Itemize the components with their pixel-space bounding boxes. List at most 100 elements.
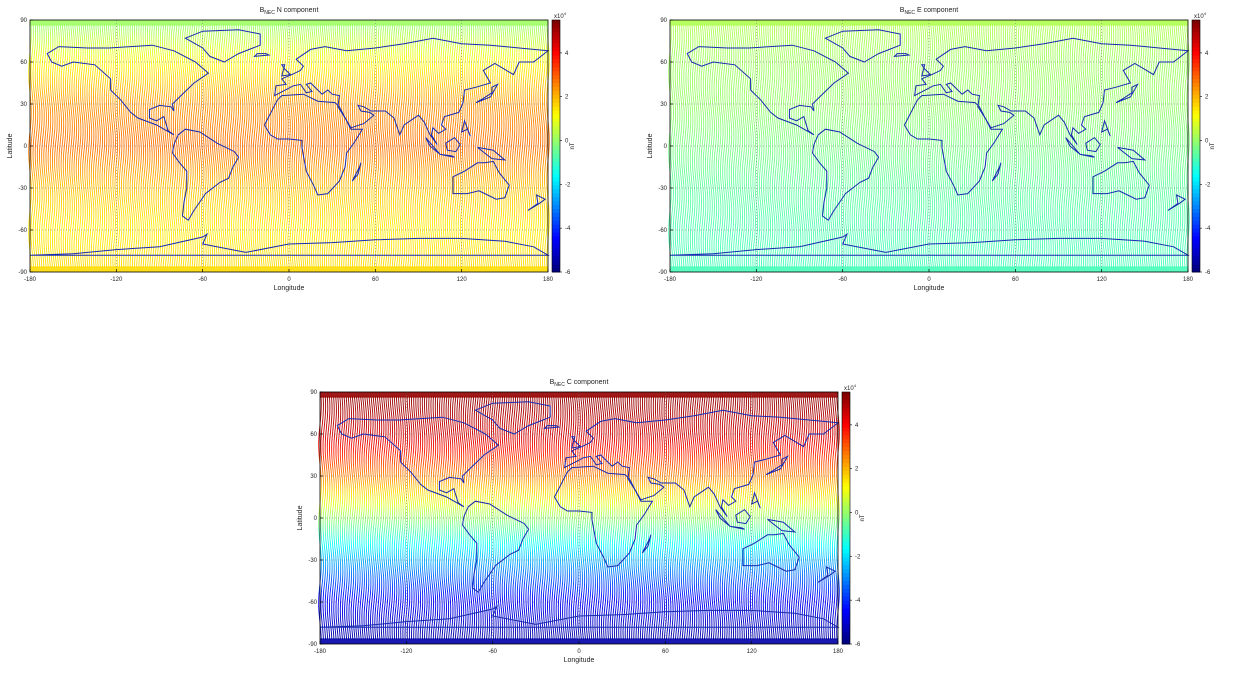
- orbit-track: [52, 24, 56, 268]
- orbit-track: [475, 396, 480, 640]
- orbit-track: [241, 24, 246, 268]
- orbit-track: [356, 24, 360, 268]
- orbit-track: [1091, 24, 1095, 268]
- orbit-track: [616, 396, 620, 640]
- orbit-track: [1024, 24, 1028, 268]
- orbit-track: [213, 24, 218, 268]
- orbit-track: [237, 24, 242, 268]
- orbit-track: [220, 24, 224, 268]
- orbit-track: [695, 396, 700, 640]
- coastline: [811, 128, 880, 221]
- orbit-track: [1054, 24, 1059, 268]
- colorbar-unit-label: nT: [570, 142, 576, 149]
- orbit-track: [799, 396, 804, 640]
- orbit-track: [265, 24, 270, 268]
- orbit-track: [607, 396, 611, 640]
- orbit-track: [168, 24, 173, 268]
- orbit-track: [704, 396, 709, 640]
- x-tick-label: -120: [400, 649, 413, 655]
- orbit-track: [948, 24, 953, 268]
- orbit-track: [140, 24, 144, 268]
- orbit-track: [901, 24, 905, 268]
- orbit-track: [907, 24, 912, 268]
- orbit-track: [95, 24, 99, 268]
- orbit-track: [1045, 24, 1050, 268]
- orbit-track: [881, 24, 886, 268]
- coastline: [913, 37, 1190, 145]
- orbit-track: [884, 24, 888, 268]
- y-tick-label: 30: [20, 102, 27, 108]
- x-tick-label: -60: [198, 277, 207, 283]
- orbit-track: [648, 396, 652, 640]
- orbit-track: [916, 24, 920, 268]
- orbit-track: [897, 24, 901, 268]
- orbit-track: [495, 396, 499, 640]
- orbit-track: [118, 24, 123, 268]
- orbit-track: [349, 24, 354, 268]
- orbit-track: [384, 24, 388, 268]
- orbit-track: [507, 24, 511, 268]
- orbit-track: [676, 24, 681, 268]
- orbit-track: [426, 396, 430, 640]
- orbit-track: [285, 24, 289, 268]
- orbit-track: [539, 24, 544, 268]
- orbit-track: [750, 24, 754, 268]
- coastline: [824, 29, 901, 63]
- orbit-track: [1026, 24, 1031, 268]
- x-tick-label: 120: [747, 649, 758, 655]
- colorbar: 4 2 0 -2 -4 -6 x104 nT: [841, 383, 866, 648]
- y-axis-label: Latitude: [7, 133, 14, 158]
- orbit-track: [466, 24, 470, 268]
- orbit-track: [581, 396, 586, 640]
- orbit-track: [831, 396, 836, 640]
- colorbar-tick-label: -2: [1205, 182, 1211, 188]
- orbit-track: [524, 24, 529, 268]
- orbit-track: [374, 396, 378, 640]
- orbit-track: [853, 24, 858, 268]
- orbit-track: [761, 24, 765, 268]
- orbit-track: [391, 396, 396, 640]
- orbit-track: [371, 24, 375, 268]
- colorbar-tick-label: 2: [1205, 95, 1209, 101]
- orbit-track: [80, 24, 84, 268]
- orbit-track: [333, 396, 337, 640]
- orbit-track: [235, 24, 239, 268]
- x-tick-label: -180: [24, 277, 37, 283]
- orbit-track: [1074, 24, 1078, 268]
- orbit-track: [364, 24, 369, 268]
- orbit-track: [974, 24, 979, 268]
- orbit-track: [447, 396, 452, 640]
- orbit-track: [654, 396, 659, 640]
- orbit-track: [405, 24, 410, 268]
- chart-title: BNEC E component: [900, 7, 958, 16]
- orbit-track: [546, 24, 550, 268]
- x-tick-label: -60: [838, 277, 847, 283]
- orbit-track: [527, 396, 532, 640]
- orbit-track: [412, 24, 416, 268]
- orbit-track: [873, 24, 877, 268]
- x-tick-label: 180: [1183, 277, 1194, 283]
- orbit-track: [170, 24, 175, 268]
- orbit-track: [717, 396, 722, 640]
- colorbar-tick-label: -2: [855, 554, 861, 560]
- orbit-track: [457, 24, 462, 268]
- orbit-track: [501, 396, 506, 640]
- orbit-track: [1132, 24, 1136, 268]
- coastline: [1065, 137, 1081, 155]
- orbit-track: [541, 24, 546, 268]
- orbit-track: [380, 24, 384, 268]
- orbit-track: [207, 24, 211, 268]
- coastline: [903, 93, 1004, 196]
- colorbar-exponent: x104: [1194, 11, 1207, 20]
- north-polar-band: [30, 20, 548, 26]
- orbit-track: [702, 396, 706, 640]
- colorbar-tick-label: -6: [565, 270, 571, 276]
- orbit-track: [771, 396, 775, 640]
- orbit-track: [680, 396, 685, 640]
- orbit-track: [445, 396, 450, 640]
- y-tick-label: -90: [658, 270, 667, 276]
- orbit-track: [347, 24, 352, 268]
- orbit-track: [821, 396, 825, 640]
- orbit-track: [823, 24, 828, 268]
- orbit-track: [981, 24, 985, 268]
